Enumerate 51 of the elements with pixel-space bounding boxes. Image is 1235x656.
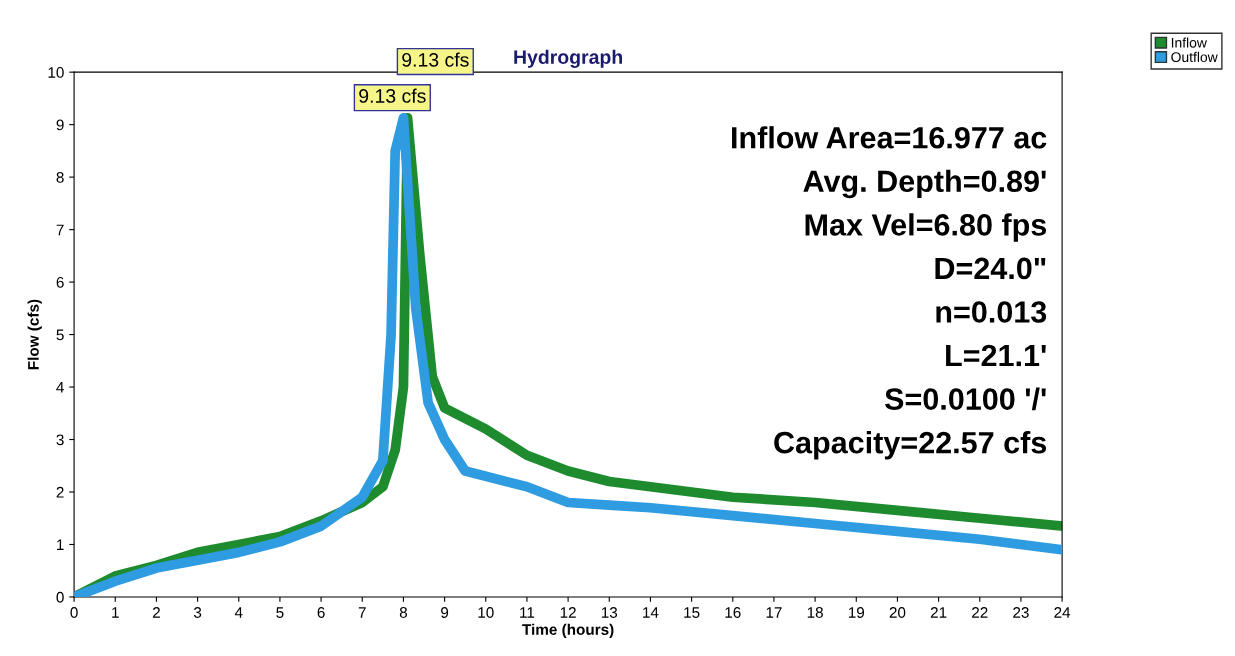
legend-label: Outflow [1171, 51, 1218, 63]
x-tick-label: 8 [399, 607, 408, 618]
x-tick-label: 3 [193, 607, 202, 618]
x-tick-label: 17 [766, 607, 782, 618]
y-tick-label: 9 [56, 119, 64, 131]
y-tick-label: 2 [56, 486, 64, 498]
annotation: Inflow Area=16.977 ac [732, 126, 1047, 149]
x-tick-label: 23 [1013, 607, 1029, 618]
x-tick-label: 2 [152, 607, 160, 618]
y-tick-label: 3 [56, 434, 64, 446]
x-tick-label: 12 [560, 607, 576, 618]
annotation: Max Vel=6.80 fps [805, 213, 1047, 242]
annotation: L=21.1' [946, 344, 1046, 367]
x-tick-label: 6 [317, 607, 325, 618]
annotation: D=24.0" [935, 257, 1046, 280]
x-tick-label: 20 [889, 607, 906, 618]
x-tick-label: 0 [70, 607, 78, 618]
x-tick-label: 1 [112, 607, 119, 618]
annotation: n=0.013 [936, 301, 1047, 323]
x-tick-label: 13 [601, 607, 618, 618]
x-tick-label: 16 [725, 607, 741, 618]
x-tick-label: 10 [478, 607, 494, 618]
x-tick-label: 11 [520, 607, 535, 618]
x-tick-label: 5 [276, 607, 284, 618]
x-tick-label: 18 [807, 607, 823, 618]
chart-title: Hydrograph [514, 49, 622, 68]
y-tick-label: 5 [56, 329, 64, 341]
y-tick-label: 4 [56, 382, 64, 393]
x-axis-title: Time (hours) [522, 623, 614, 638]
x-tick-label: 19 [848, 607, 865, 618]
x-tick-label: 9 [441, 607, 449, 618]
y-tick-label: 8 [56, 171, 64, 183]
annotation: Avg. Depth=0.89' [803, 169, 1046, 199]
x-tick-label: 22 [972, 607, 988, 618]
x-tick-label: 7 [358, 607, 366, 618]
annotation: Capacity=22.57 cfs [774, 431, 1047, 460]
annotation: 9.13 cfs [359, 88, 426, 103]
x-tick-label: 21 [930, 607, 947, 618]
x-tick-label: 14 [643, 607, 659, 618]
y-axis-title: Flow (cfs) [27, 299, 42, 370]
x-tick-label: 15 [684, 607, 700, 618]
annotation: S=0.0100 '/' [884, 387, 1046, 411]
x-tick-label: 4 [234, 607, 243, 618]
y-tick-label: 7 [56, 224, 64, 236]
y-tick-label: 6 [56, 276, 64, 288]
y-tick-label: 1 [57, 539, 64, 551]
y-tick-label: 0 [56, 591, 64, 603]
legend-label: Inflow [1171, 37, 1207, 48]
x-tick-label: 24 [1054, 607, 1071, 618]
annotation: 9.13 cfs [402, 52, 469, 67]
y-tick-label: 10 [48, 67, 64, 78]
